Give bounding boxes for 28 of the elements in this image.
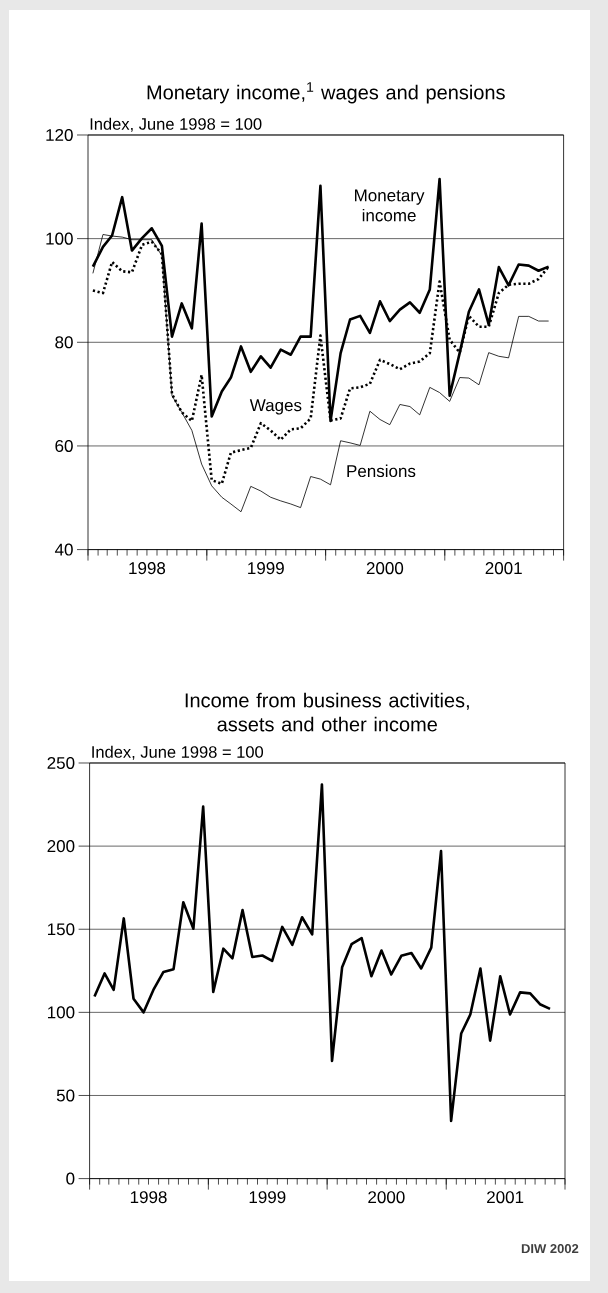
chart-title: Monetary income,$^{1}$ wages and pensions [147, 82, 505, 104]
y-tick-label: 250 [47, 756, 75, 770]
y-tick-label: 40 [54, 543, 73, 556]
x-tick-label: 2001 [487, 1191, 524, 1204]
x-tick-label: 2001 [485, 562, 522, 575]
line-series [93, 783, 552, 1123]
x-tick-label: 2000 [368, 1191, 405, 1204]
y-tick-label: 50 [56, 1089, 75, 1102]
x-tick-label: 1999 [249, 1191, 286, 1204]
series-label: Monetary income [355, 189, 425, 222]
y-axis-title: Index, June 1998 = 100 [92, 745, 264, 760]
x-tick-label: 2000 [366, 562, 404, 575]
x-tick-label: 1999 [248, 562, 284, 575]
y-tick-label: 60 [55, 439, 73, 452]
x-tick-label: 1998 [129, 562, 166, 575]
x-tick-label: 1998 [130, 1191, 167, 1204]
series-label: Pensions [347, 464, 416, 478]
y-tick-label: 120 [46, 128, 73, 142]
y-tick-label: 150 [48, 923, 75, 936]
y-tick-label: 80 [55, 336, 73, 349]
series-label: Wages [249, 399, 302, 415]
y-tick-label: 200 [47, 840, 75, 853]
text: DIW 2002 [521, 1243, 579, 1254]
y-tick-label: 100 [46, 232, 73, 245]
y-tick-label: 0 [66, 1172, 75, 1185]
y-tick-label: 100 [48, 1006, 75, 1019]
chart-title: Income from business activities, assets and other income [185, 692, 469, 732]
y-axis-title: Index, June 1998 = 100 [90, 117, 262, 132]
